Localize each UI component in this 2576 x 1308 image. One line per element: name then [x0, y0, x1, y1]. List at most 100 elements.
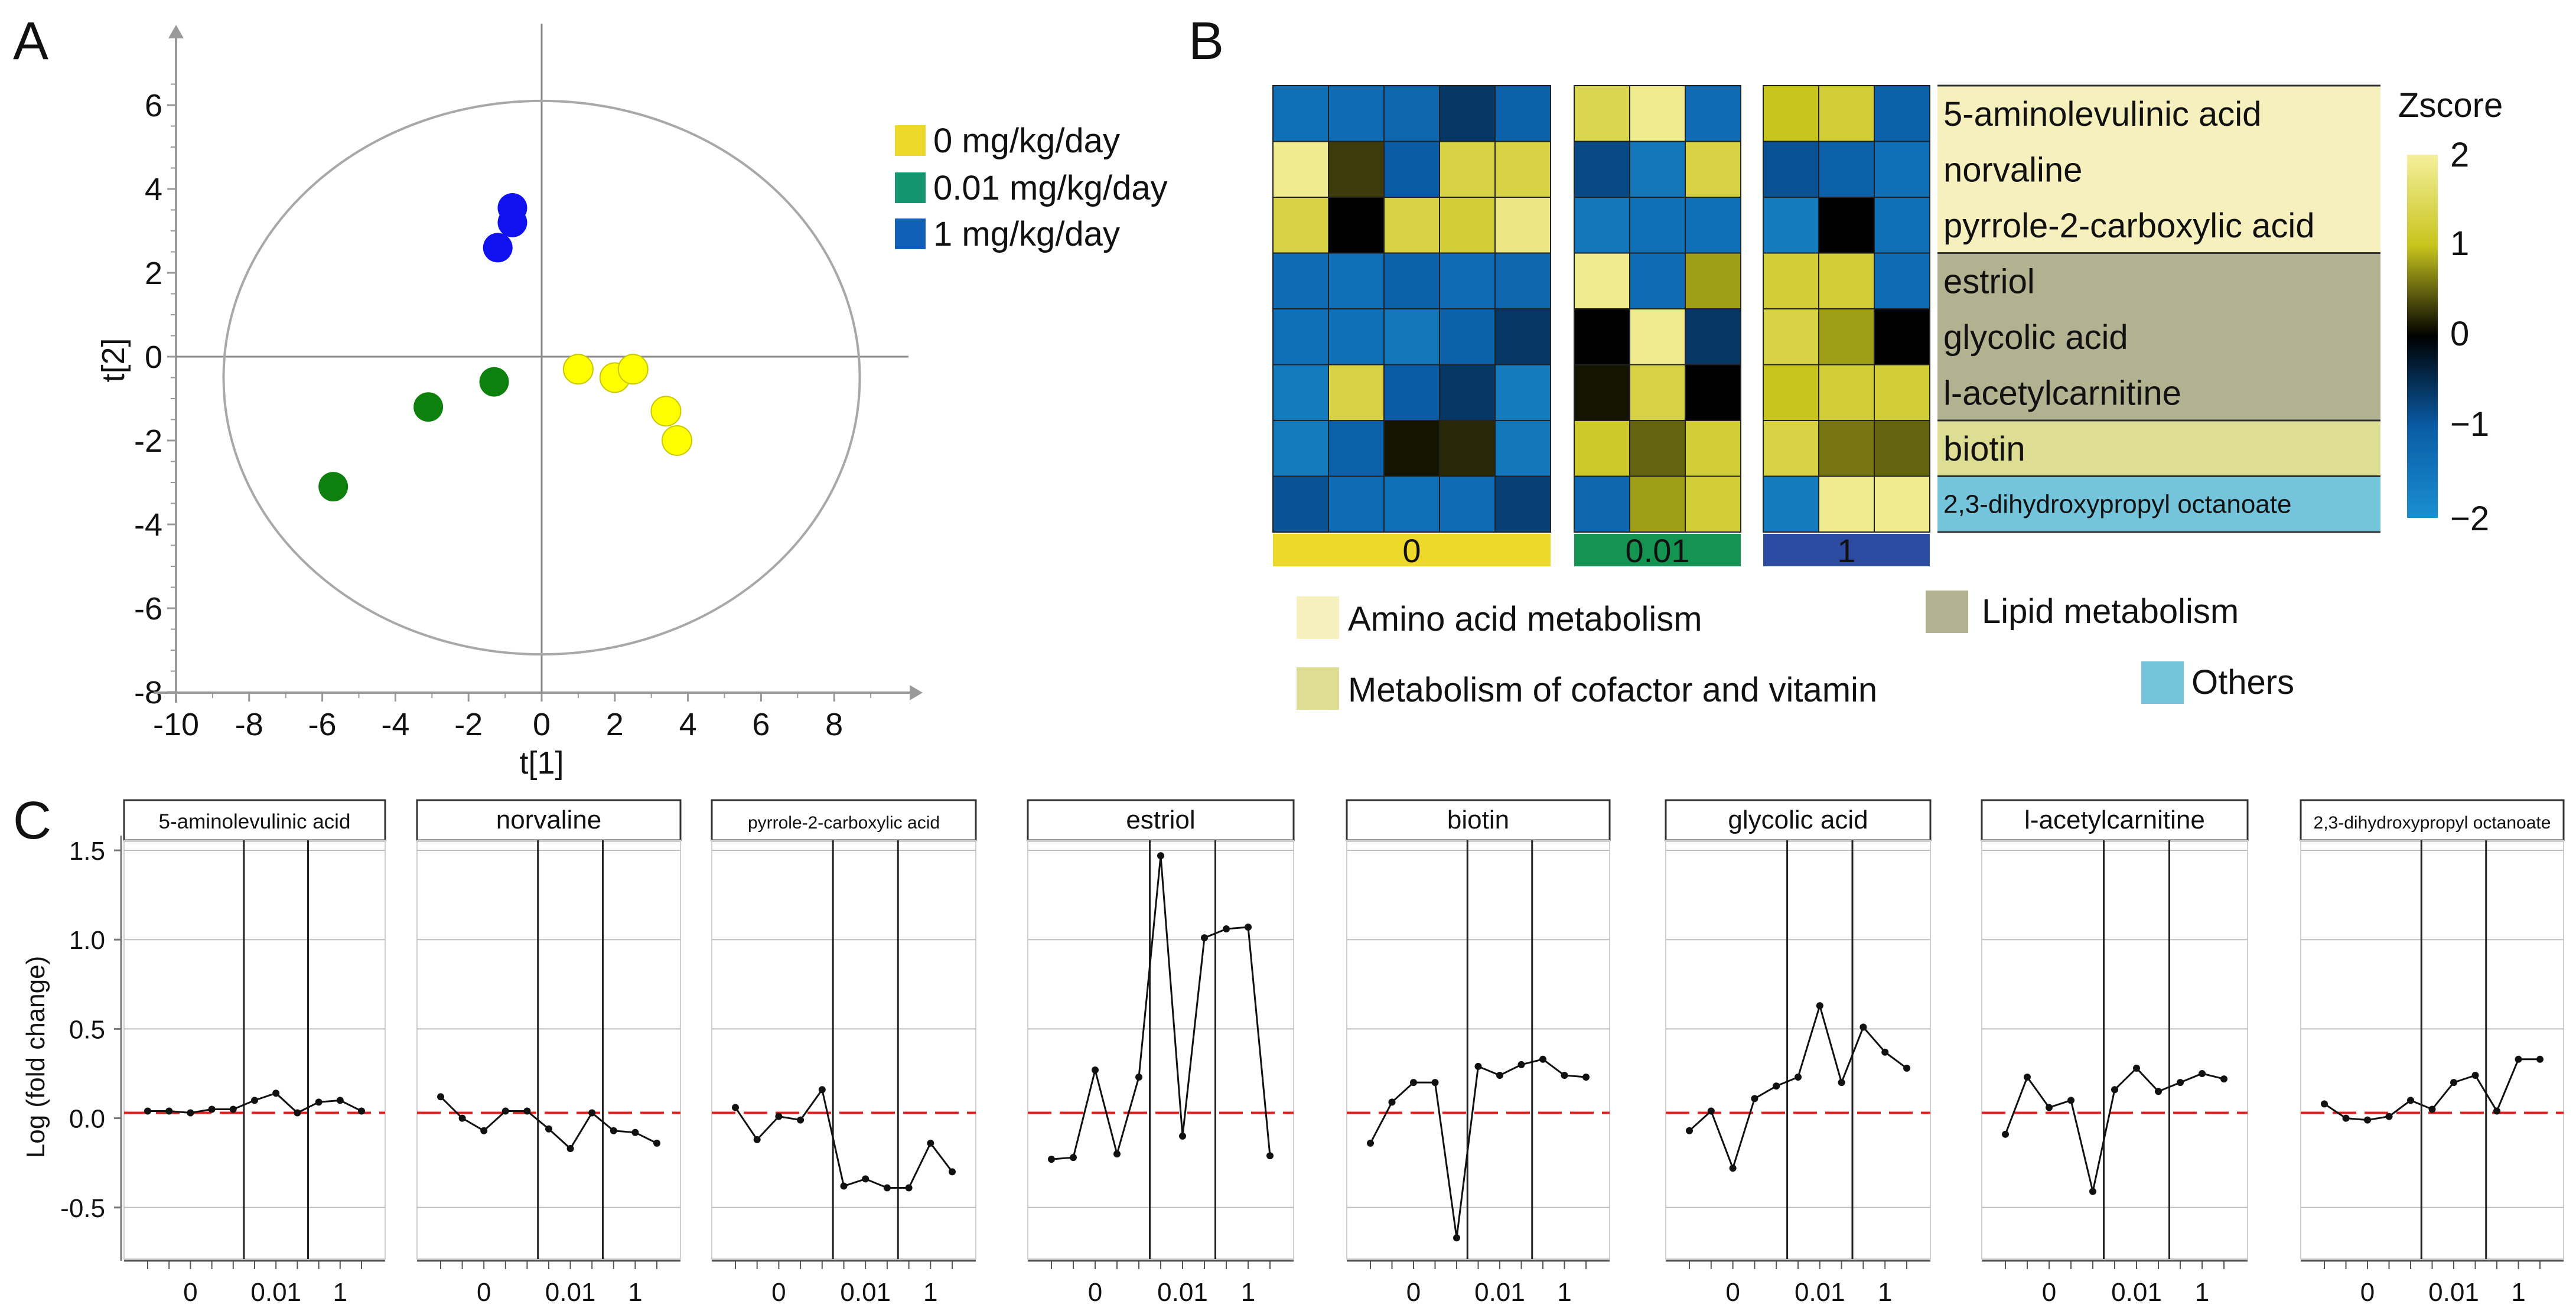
fold-change-point [949, 1168, 956, 1176]
heatmap-cell [1629, 308, 1686, 366]
fold-change-point [1903, 1064, 1910, 1072]
fold-change-point [840, 1182, 848, 1190]
group-bar [1763, 534, 1930, 566]
colorbar-tick: 0 [2450, 315, 2469, 353]
fold-change-point [1729, 1165, 1737, 1172]
fold-change-point [2515, 1055, 2522, 1063]
heatmap-cell [1272, 308, 1329, 366]
pca-y-tick-label: 4 [145, 172, 162, 207]
heatmap-cell [1439, 85, 1496, 142]
class-swatch-cofactor [1297, 667, 1339, 710]
subplot-group-label: 0.01 [1474, 1278, 1525, 1307]
fold-change-point [1859, 1023, 1867, 1031]
fold-change-line [439, 1096, 657, 1150]
fold-change-point [653, 1139, 660, 1147]
heatmap-cell [1328, 85, 1385, 142]
heatmap-cell [1494, 420, 1551, 477]
pca-x-tick-label: -2 [454, 707, 483, 742]
fold-change-point [1539, 1055, 1546, 1063]
fold-change-line [734, 1087, 953, 1189]
fold-change-point [2321, 1100, 2328, 1108]
fold-change-point [610, 1127, 617, 1134]
fold-change-subplot: glycolic acid 0 0.01 1 [1665, 799, 1932, 1307]
heatmap-cell [1574, 420, 1630, 477]
heatmap-group-bars: 0 0.01 1 [1273, 532, 1930, 569]
group-bar-label: 1 [1837, 532, 1855, 569]
subplot-title-box [123, 799, 386, 841]
class-label-amino: Amino acid metabolism [1348, 600, 1702, 638]
fold-change-point [1388, 1098, 1396, 1106]
hotelling-ellipse [222, 99, 861, 656]
pca-point [662, 425, 693, 456]
class-label-others: Others [2191, 663, 2294, 702]
heatmap-cell [1685, 85, 1741, 142]
class-label-lipid: Lipid metabolism [1982, 592, 2239, 631]
row-class-band [1937, 86, 2380, 142]
fold-change-point [1838, 1079, 1845, 1087]
heatmap-cell [1439, 420, 1496, 477]
row-class-band [1937, 420, 2380, 477]
heatmap-cell [1383, 420, 1440, 477]
heatmap-cell [1874, 197, 1930, 254]
colorbar-title: Zscore [2398, 86, 2503, 125]
fold-change-point [1582, 1074, 1590, 1081]
subplot-title-box [416, 799, 682, 841]
heatmap-cell [1494, 364, 1551, 421]
fold-change-point [1686, 1127, 1693, 1134]
subplot-frame [1665, 840, 1931, 1260]
fold-change-point [1881, 1048, 1889, 1056]
heatmap-cell [1494, 85, 1551, 142]
fold-change-point [229, 1105, 237, 1113]
heatmap-cell [1685, 308, 1741, 366]
pca-y-tick-label: -2 [134, 423, 162, 459]
pca-x-axis-arrow [910, 685, 923, 700]
subplot-group-label: 0.01 [545, 1278, 596, 1307]
fold-change-y-tick-label: 1.0 [69, 926, 105, 955]
subplot-title: glycolic acid [1728, 805, 1868, 834]
pca-x-tick-label: 2 [606, 707, 624, 742]
fold-change-y-tick-label: -0.5 [60, 1194, 105, 1223]
heatmap-cell [1272, 364, 1329, 421]
fold-change-point [1223, 925, 1230, 933]
heatmap-cell [1818, 475, 1875, 533]
subplot-group-label: 0.01 [1795, 1278, 1845, 1307]
fold-change-point [1157, 852, 1164, 860]
fold-change-point [797, 1116, 805, 1124]
fold-change-point [1410, 1079, 1417, 1087]
heatmap-cell [1439, 141, 1496, 198]
legend-swatch-001 [895, 172, 926, 203]
fold-change-y-ticks: 1.5 1.0 0.5 0.0 -0.5 [60, 836, 122, 1261]
fold-change-point [1561, 1072, 1568, 1079]
fold-change-point [2450, 1079, 2457, 1087]
fold-change-point [187, 1109, 194, 1117]
legend-label-1: 1 mg/kg/day [933, 215, 1120, 253]
heatmap-cell [1763, 364, 1819, 421]
fold-change-point [1474, 1062, 1482, 1070]
fold-change-subplot: 2,3-dihydroxypropyl octanoate 0 0.01 1 [2300, 799, 2565, 1307]
subplot-title: norvaline [496, 805, 602, 834]
heatmap-cell [1383, 475, 1440, 533]
fold-change-subplot: estriol 0 0.01 1 [1027, 799, 1295, 1307]
heatmap-cell [1763, 85, 1819, 142]
heatmap-cell [1763, 141, 1819, 198]
row-class-band [1937, 364, 2380, 421]
pca-point [483, 233, 513, 263]
subplot-group-label: 1 [628, 1278, 642, 1307]
legend-label-001: 0.01 mg/kg/day [933, 169, 1168, 207]
heatmap-cell [1574, 308, 1630, 366]
subplot-group-label: 0 [477, 1278, 491, 1307]
subplot-group-label: 0.01 [250, 1278, 301, 1307]
pca-x-tick-label: -8 [235, 707, 263, 742]
subplot-title-box [2300, 799, 2565, 841]
heatmap-row-label: norvaline [1943, 151, 2082, 190]
subplot-group-label: 1 [1241, 1278, 1255, 1307]
heatmap-cell [1629, 252, 1686, 309]
fold-change-point [2471, 1072, 2479, 1079]
legend-label-0: 0 mg/kg/day [933, 122, 1120, 160]
fold-change-point [1431, 1079, 1439, 1087]
fold-change-point [336, 1097, 344, 1104]
fold-change-point [1201, 934, 1208, 942]
fold-change-y-tick-label: 0.5 [69, 1015, 105, 1044]
fold-change-subplot: l-acetylcarnitine 0 0.01 1 [1981, 799, 2249, 1307]
